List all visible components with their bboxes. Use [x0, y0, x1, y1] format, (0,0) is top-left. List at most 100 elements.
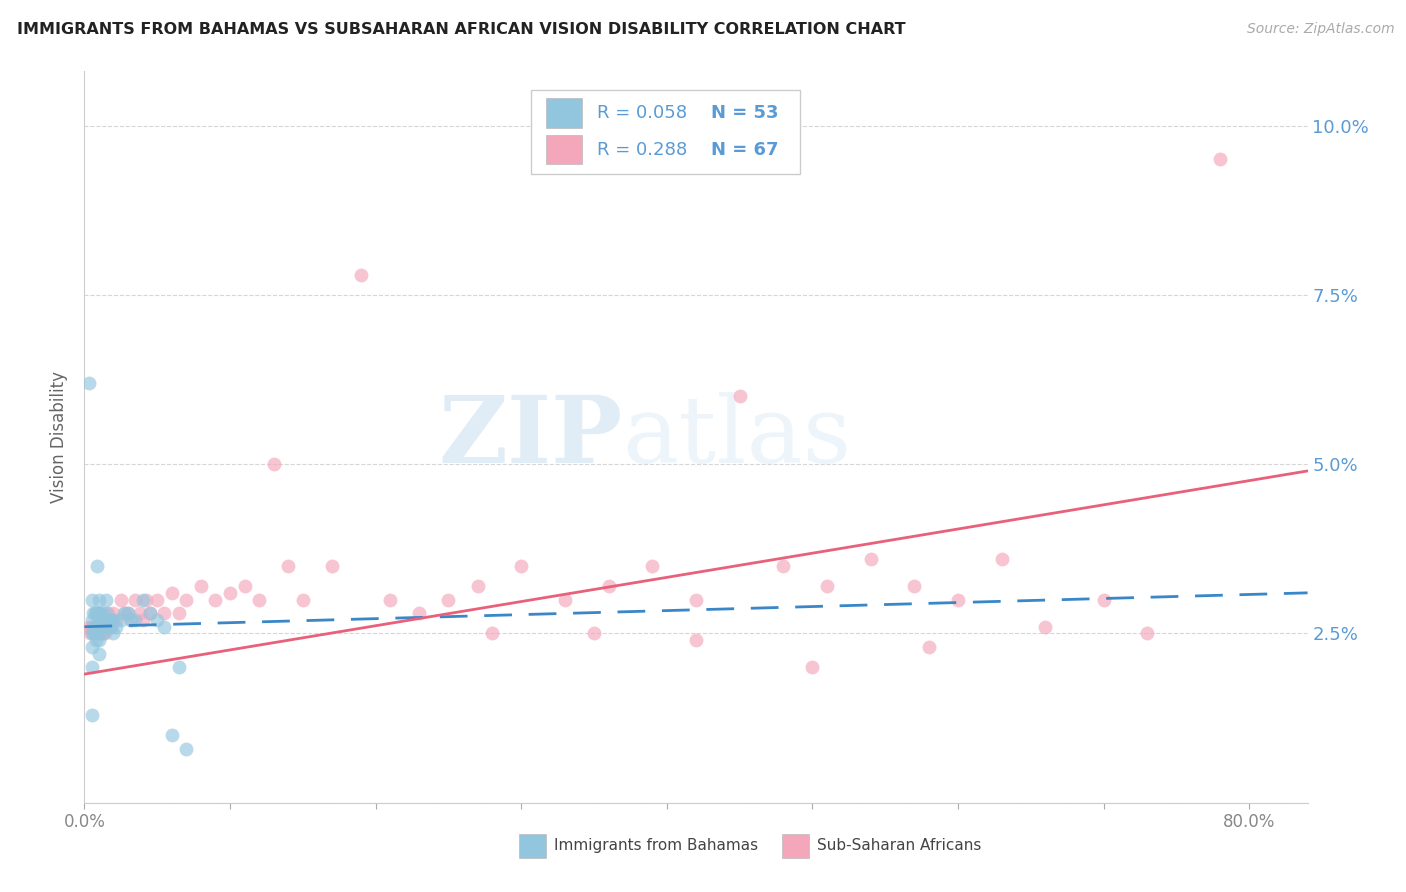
Point	[80, 626, 103, 640]
Point	[598, 579, 620, 593]
Point	[87, 606, 110, 620]
Point	[77, 620, 100, 634]
Point	[84, 606, 107, 620]
Point	[1209, 153, 1232, 167]
FancyBboxPatch shape	[531, 90, 800, 174]
Point	[87, 620, 110, 634]
Point	[728, 389, 751, 403]
Point	[114, 606, 136, 620]
Point	[96, 606, 118, 620]
Point	[139, 606, 162, 620]
Point	[408, 606, 430, 620]
Point	[204, 592, 226, 607]
Point	[946, 592, 969, 607]
FancyBboxPatch shape	[546, 135, 582, 164]
Point	[167, 606, 190, 620]
Point	[98, 613, 121, 627]
Point	[96, 613, 118, 627]
Point	[160, 728, 183, 742]
Point	[87, 647, 110, 661]
Point	[84, 633, 107, 648]
Point	[1035, 620, 1057, 634]
Point	[86, 626, 108, 640]
Point	[86, 620, 108, 634]
Point	[124, 592, 146, 607]
Point	[918, 640, 941, 654]
Point	[87, 613, 110, 627]
Point	[80, 620, 103, 634]
Point	[120, 613, 142, 627]
FancyBboxPatch shape	[546, 98, 582, 128]
Point	[97, 613, 120, 627]
Point	[903, 579, 925, 593]
Point	[437, 592, 460, 607]
Text: IMMIGRANTS FROM BAHAMAS VS SUBSAHARAN AFRICAN VISION DISABILITY CORRELATION CHAR: IMMIGRANTS FROM BAHAMAS VS SUBSAHARAN AF…	[17, 22, 905, 37]
Point	[859, 552, 882, 566]
Point	[685, 633, 707, 648]
Point	[247, 592, 270, 607]
Point	[120, 613, 142, 627]
Point	[93, 620, 115, 634]
Point	[117, 606, 139, 620]
Point	[79, 626, 101, 640]
Point	[467, 579, 489, 593]
Point	[160, 586, 183, 600]
Point	[103, 613, 125, 627]
Point	[100, 620, 122, 634]
Point	[84, 620, 107, 634]
Point	[93, 626, 115, 640]
Point	[90, 620, 112, 634]
Text: Source: ZipAtlas.com: Source: ZipAtlas.com	[1247, 22, 1395, 37]
Point	[87, 592, 110, 607]
Point	[105, 620, 128, 634]
Point	[87, 633, 110, 648]
Point	[110, 592, 132, 607]
Point	[80, 660, 103, 674]
Point	[83, 620, 105, 634]
Point	[124, 613, 146, 627]
Point	[801, 660, 824, 674]
Point	[153, 620, 176, 634]
Point	[96, 592, 118, 607]
Point	[772, 558, 794, 573]
Point	[86, 606, 108, 620]
Point	[1136, 626, 1159, 640]
Point	[174, 741, 197, 756]
Point	[105, 613, 128, 627]
Point	[98, 620, 121, 634]
Point	[80, 592, 103, 607]
Point	[91, 620, 114, 634]
Point	[641, 558, 664, 573]
Point	[89, 613, 111, 627]
Point	[350, 268, 373, 282]
Point	[277, 558, 299, 573]
Point	[91, 626, 114, 640]
Point	[110, 613, 132, 627]
Point	[190, 579, 212, 593]
Point	[510, 558, 533, 573]
Point	[103, 606, 125, 620]
Point	[87, 626, 110, 640]
Point	[815, 579, 838, 593]
Point	[167, 660, 190, 674]
Point	[103, 626, 125, 640]
Point	[481, 626, 503, 640]
Text: R = 0.288: R = 0.288	[598, 141, 688, 159]
Point	[83, 626, 105, 640]
Y-axis label: Vision Disability: Vision Disability	[51, 371, 69, 503]
Text: Immigrants from Bahamas: Immigrants from Bahamas	[554, 838, 758, 854]
Point	[380, 592, 402, 607]
Point	[77, 376, 100, 390]
Point	[90, 626, 112, 640]
Point	[135, 592, 157, 607]
Point	[291, 592, 314, 607]
Point	[139, 606, 162, 620]
Point	[80, 613, 103, 627]
Point	[685, 592, 707, 607]
Point	[82, 606, 104, 620]
Point	[219, 586, 242, 600]
Point	[554, 592, 576, 607]
Text: ZIP: ZIP	[439, 392, 623, 482]
Text: Sub-Saharan Africans: Sub-Saharan Africans	[817, 838, 981, 854]
Point	[87, 606, 110, 620]
